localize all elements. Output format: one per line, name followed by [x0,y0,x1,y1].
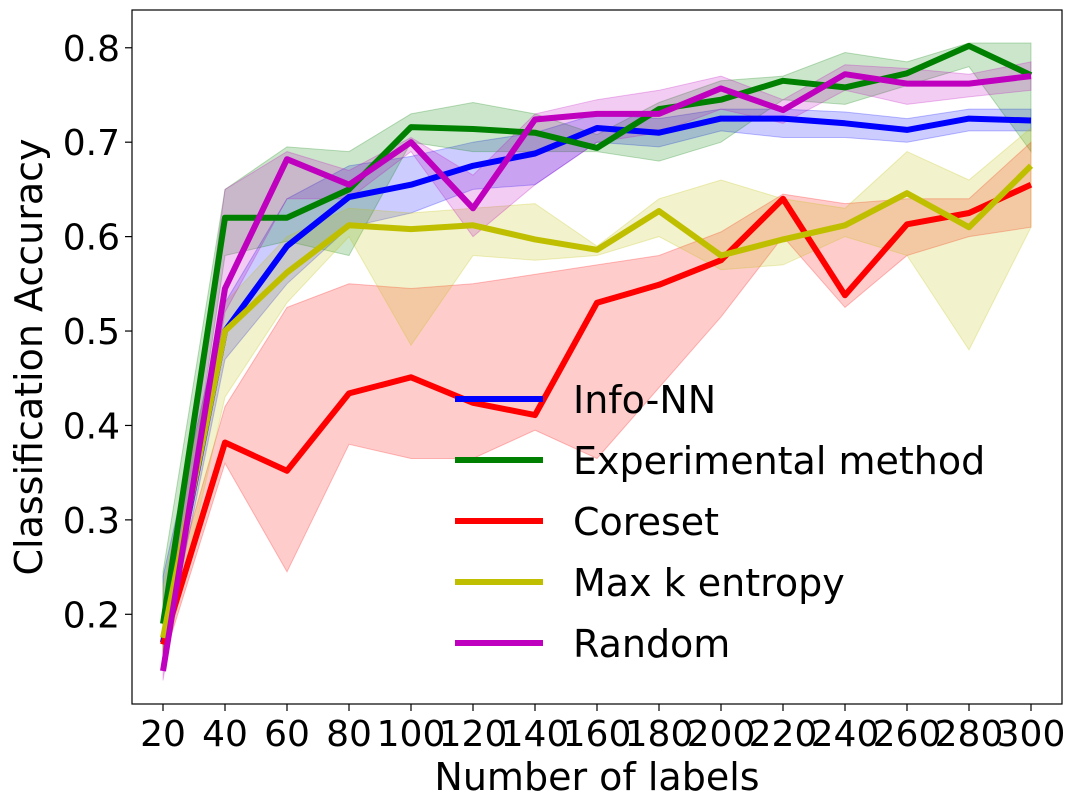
x-axis: 20 40 60 80 10012014016018020022024026028030… [140,704,1065,755]
series-line-random [160,71,1032,672]
x-tick-label: 260 [873,714,942,755]
x-tick-label: 240 [811,714,880,755]
y-axis: 0.2 0.3 0.4 0.5 0.6 0.7 0.8 [63,29,132,636]
series-line-info-nn [160,115,1032,644]
legend-label-info-nn: Info-NN [573,378,716,422]
legend-label-coreset: Coreset [573,500,719,544]
band-info-nn [162,108,1032,662]
legend-label-random: Random [573,622,730,666]
y-tick-label: 0.6 [63,218,120,259]
x-tick-label: 120 [439,714,508,755]
y-tick-label: 0.5 [63,312,120,353]
y-tick-label: 0.3 [63,501,120,542]
x-axis-label: Number of labels [434,755,759,799]
legend-label-experimental-method: Experimental method [573,439,985,483]
x-tick-label: 40 [202,714,248,755]
series-lines [160,42,1034,672]
y-axis-label: Classification Accuracy [7,139,51,576]
y-tick-label: 0.7 [63,123,120,164]
y-tick-label: 0.8 [63,29,120,70]
x-tick-label: 20 [140,714,186,755]
x-tick-label: 180 [625,714,694,755]
band-random [162,61,1032,681]
legend-label-max-k-entropy: Max k entropy [573,561,845,605]
x-tick-label: 200 [687,714,756,755]
x-tick-label: 220 [749,714,818,755]
y-tick-label: 0.2 [63,595,120,636]
x-tick-label: 140 [501,714,570,755]
x-tick-label: 80 [326,714,372,755]
x-tick-label: 280 [935,714,1004,755]
legend: Info-NN Experimental method Coreset Max k e… [455,378,985,666]
series-line-coreset [160,181,1033,646]
confidence-bands [162,42,1032,681]
band-coreset [162,141,1032,662]
x-tick-label: 60 [264,714,310,755]
x-tick-label: 300 [997,714,1066,755]
x-tick-label: 100 [377,714,446,755]
series-line-max-k-entropy [160,163,1034,639]
y-tick-label: 0.4 [63,406,120,447]
x-tick-label: 160 [563,714,632,755]
